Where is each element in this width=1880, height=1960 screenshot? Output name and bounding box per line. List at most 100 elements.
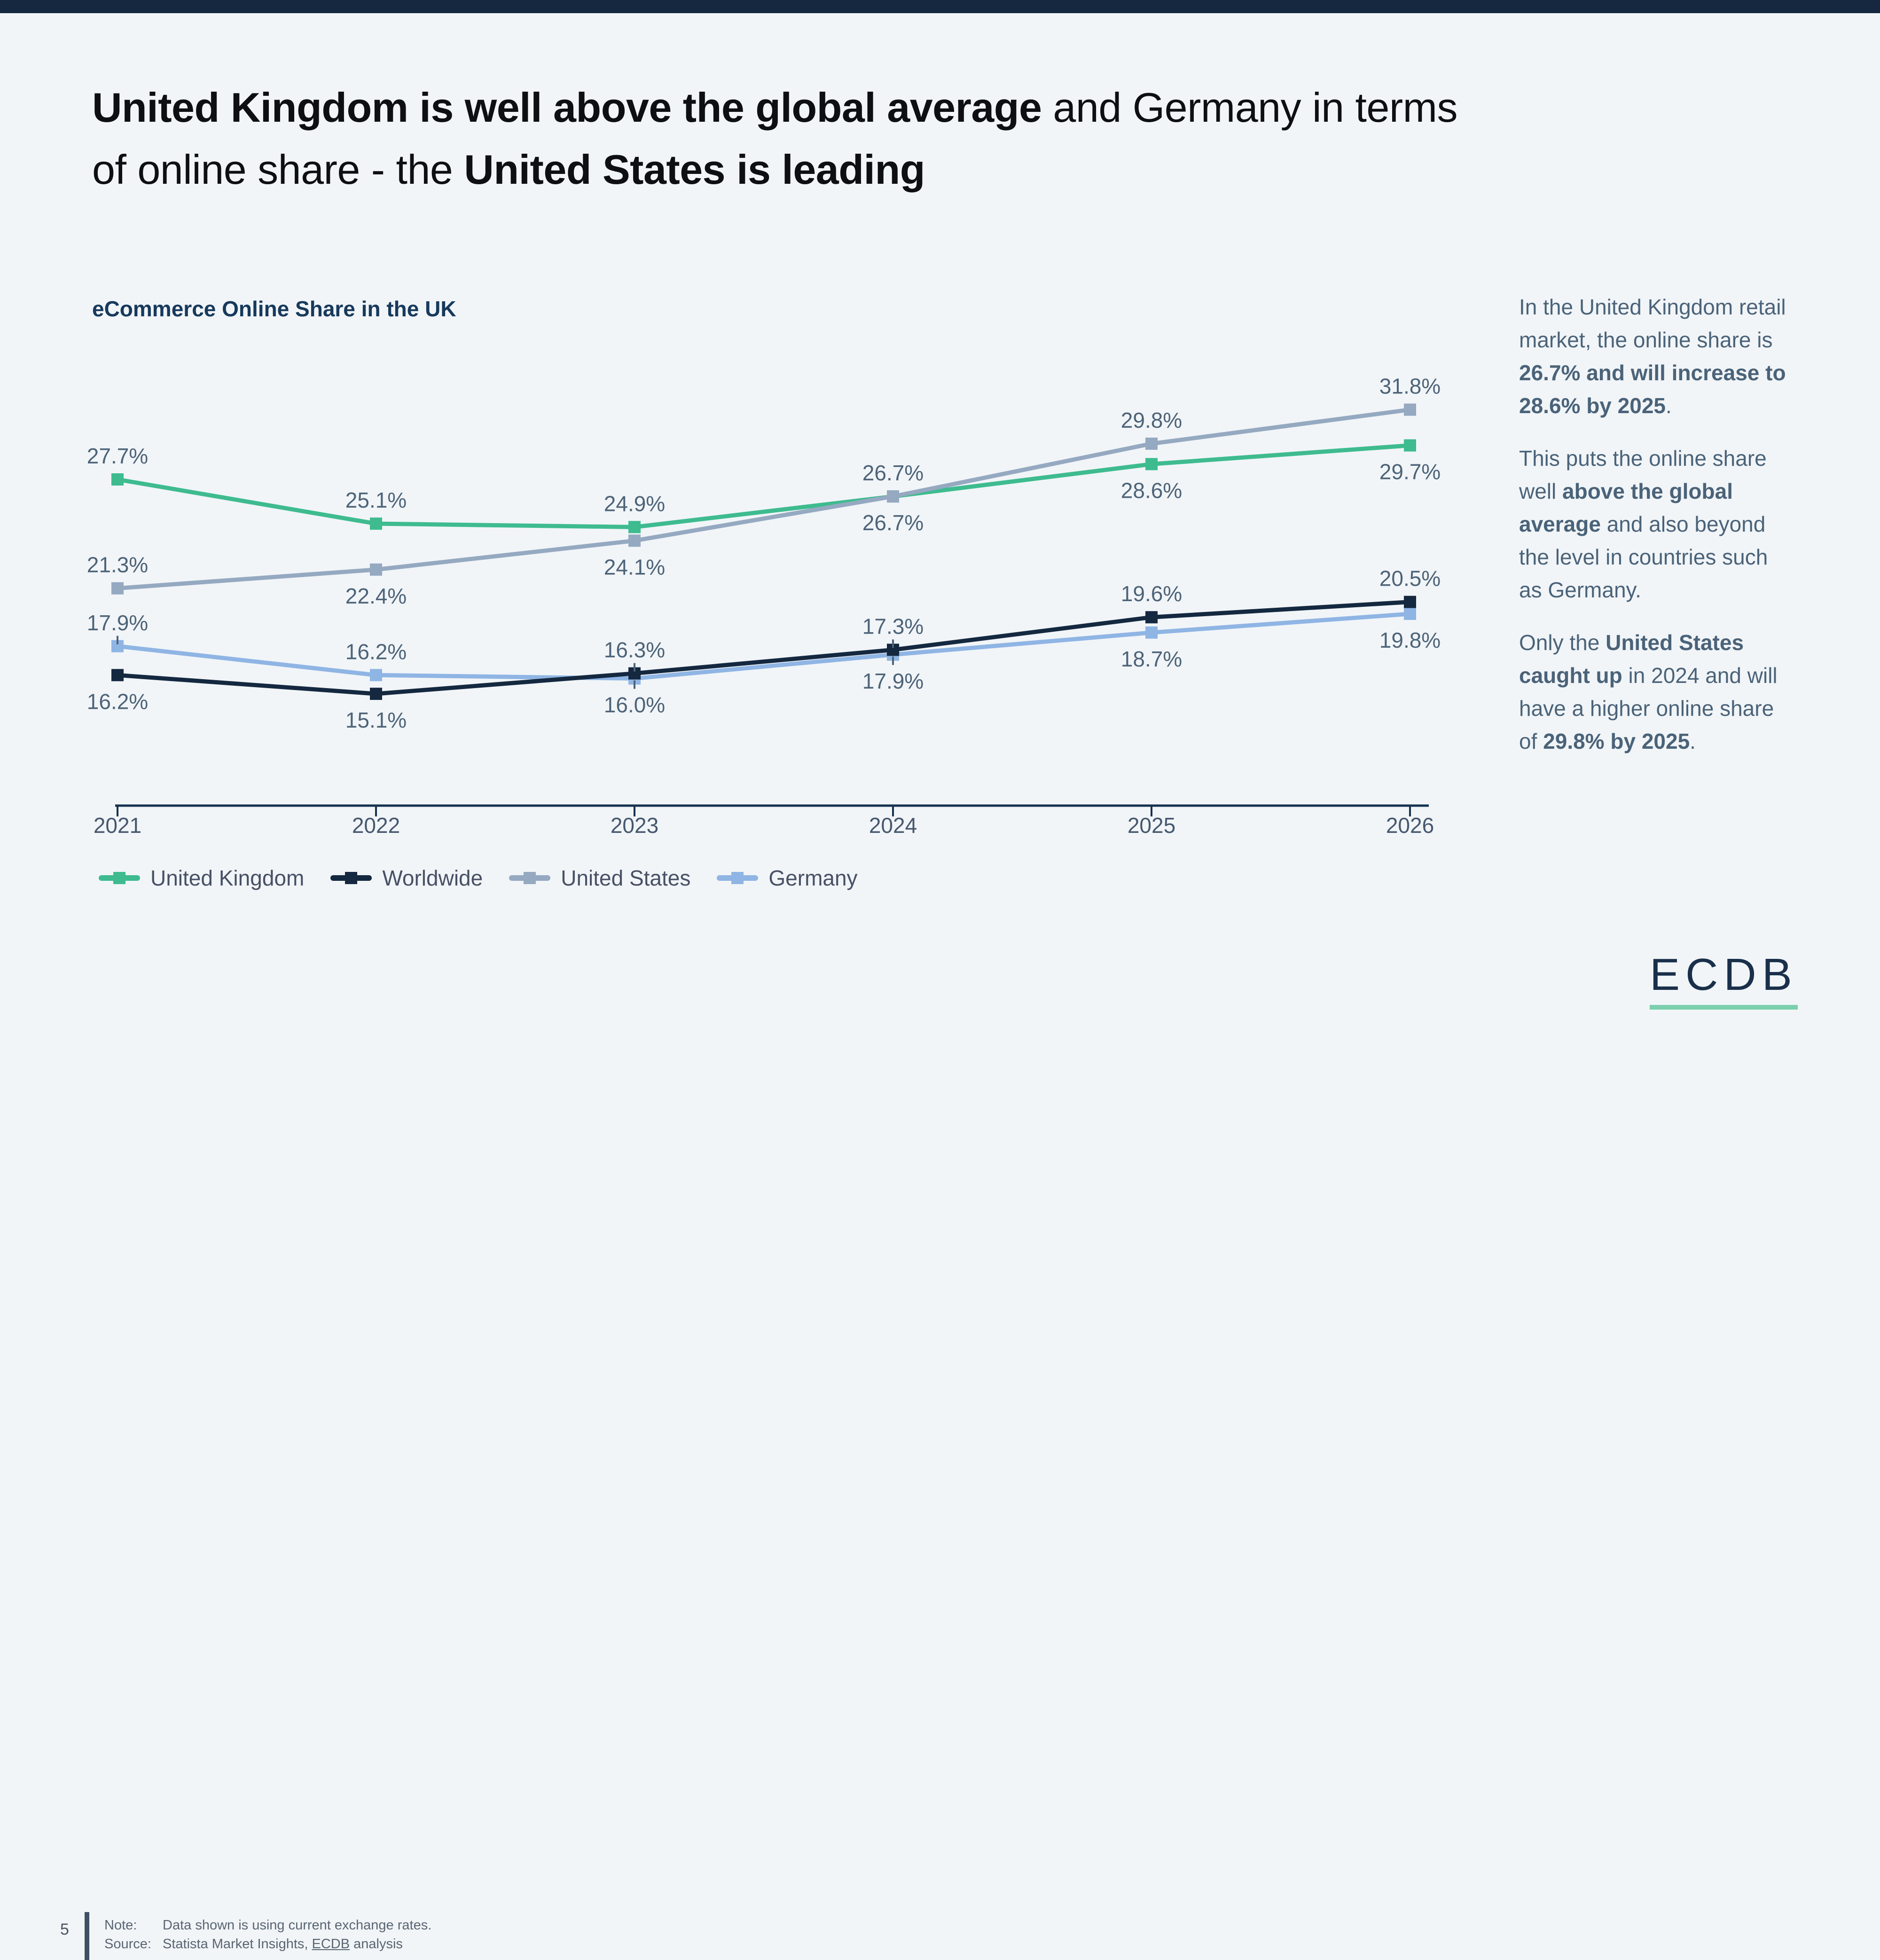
legend-marker-icon <box>717 872 759 884</box>
title-bold-segment: United Kingdom is well above the global … <box>92 84 1042 131</box>
insight-segment: and also beyond the level in countries s… <box>1519 512 1768 602</box>
data-label-united-kingdom-2022: 25.1% <box>345 488 407 512</box>
ecdb-logo-underline <box>1650 1005 1798 1010</box>
data-point-marker <box>887 648 899 661</box>
data-point-marker <box>1404 403 1416 416</box>
data-label-united-states-2025: 29.8% <box>1121 408 1182 432</box>
data-label-united-kingdom-2026: 29.7% <box>1379 460 1441 484</box>
data-label-united-states-2026: 31.8% <box>1379 374 1441 399</box>
title-bold-segment: United States is leading <box>464 146 925 193</box>
data-label-worldwide-2023: 16.3% <box>604 638 665 662</box>
data-point-marker <box>370 563 382 576</box>
x-axis-year-label: 2026 <box>1386 813 1434 838</box>
insight-segment: This puts the online share well <box>1519 446 1767 503</box>
source-row: Source: Statista Market Insights, ECDB a… <box>104 1935 431 1953</box>
data-point-marker <box>111 640 124 652</box>
legend-item-germany: Germany <box>717 865 858 891</box>
insight-paragraph: Only the United States caught up in 2024… <box>1519 626 1794 758</box>
x-axis: 2021 2022 2023 2024 2025 2026 <box>94 804 1434 838</box>
source-prefix: Statista Market Insights, <box>163 1936 312 1952</box>
data-point-marker <box>887 490 899 503</box>
data-label-united-states-2022: 22.4% <box>345 584 407 608</box>
x-axis-year-label: 2024 <box>869 813 917 838</box>
note-row: Note: Data shown is using current exchan… <box>104 1916 431 1935</box>
data-point-marker <box>1404 607 1416 620</box>
source-label: Source: <box>104 1936 151 1952</box>
data-label-worldwide-2024: 17.3% <box>862 614 924 638</box>
legend-item-united-states: United States <box>509 865 690 891</box>
page-number: 5 <box>60 1921 69 1938</box>
data-label-worldwide-2021: 16.2% <box>87 689 148 713</box>
data-label-worldwide-2025: 19.6% <box>1121 581 1182 606</box>
legend-marker-icon <box>330 872 372 884</box>
data-point-marker <box>1145 611 1158 624</box>
data-point-marker <box>628 534 641 547</box>
data-point-marker <box>111 582 124 595</box>
slide-title: United Kingdom is well above the global … <box>92 77 1822 201</box>
data-point-marker <box>111 669 124 682</box>
legend-label: United Kingdom <box>150 866 305 890</box>
data-label-germany-2026: 19.8% <box>1379 628 1441 652</box>
data-point-marker <box>1145 626 1158 639</box>
series-worldwide <box>111 596 1416 700</box>
data-point-marker <box>111 473 124 486</box>
data-point-marker <box>628 521 641 533</box>
footer-notes: Note: Data shown is using current exchan… <box>104 1916 431 1953</box>
insight-bold-segment: 29.8% by 2025 <box>1543 729 1690 753</box>
data-label-worldwide-2026: 20.5% <box>1379 566 1441 591</box>
data-point-marker <box>887 490 899 503</box>
note-label: Note: <box>104 1918 137 1933</box>
data-point-marker <box>1145 437 1158 450</box>
data-point-marker <box>628 667 641 680</box>
data-label-united-kingdom-2025: 28.6% <box>1121 478 1182 502</box>
source-ecdb-link[interactable]: ECDB <box>312 1936 350 1952</box>
legend-item-worldwide: Worldwide <box>330 865 483 891</box>
series-united-kingdom <box>111 439 1416 533</box>
series-united-states <box>111 403 1416 595</box>
insight-text-panel: In the United Kingdom retail market, the… <box>1519 290 1794 777</box>
data-point-marker <box>1404 439 1416 452</box>
footer-divider-bar <box>85 1912 89 1960</box>
data-point-marker <box>1145 458 1158 470</box>
legend-marker-icon <box>509 872 551 884</box>
data-label-germany-2021: 17.9% <box>87 611 148 635</box>
legend-label: United States <box>561 866 691 890</box>
insight-segment: . <box>1666 393 1672 418</box>
series-germany <box>111 607 1416 685</box>
legend-label: Worldwide <box>382 866 483 890</box>
insight-bold-segment: above the global average <box>1519 479 1733 536</box>
data-label-united-states-2021: 21.3% <box>87 553 148 577</box>
title-line: of online share - the United States is l… <box>92 139 1822 201</box>
data-point-marker <box>1404 596 1416 608</box>
data-point-marker <box>887 643 899 656</box>
x-axis-year-label: 2022 <box>352 813 400 838</box>
data-point-marker <box>370 669 382 682</box>
legend-item-united-kingdom: United Kingdom <box>99 865 304 891</box>
source-text: Statista Market Insights, ECDB analysis <box>163 1935 403 1953</box>
data-label-germany-2022: 16.2% <box>345 639 407 664</box>
data-label-worldwide-2022: 15.1% <box>345 708 407 732</box>
top-accent-bar <box>0 0 1880 13</box>
data-label-united-states-2024: 26.7% <box>862 461 924 485</box>
x-axis-year-label: 2021 <box>94 813 141 838</box>
insight-segment: Only the <box>1519 630 1606 655</box>
data-label-united-states-2023: 24.1% <box>604 555 665 579</box>
insight-bold-segment: 26.7% and will increase to 28.6% by 2025 <box>1519 361 1786 418</box>
data-label-united-kingdom-2021: 27.7% <box>87 444 148 468</box>
data-point-marker <box>370 688 382 700</box>
data-label-united-kingdom-2024: 26.7% <box>862 510 924 535</box>
data-label-germany-2024: 17.9% <box>862 669 924 693</box>
data-point-marker <box>370 517 382 530</box>
x-axis-year-label: 2025 <box>1128 813 1175 838</box>
data-label-germany-2025: 18.7% <box>1121 647 1182 671</box>
ecdb-logo-text: ECDB <box>1650 949 1798 1000</box>
insight-paragraph: In the United Kingdom retail market, the… <box>1519 290 1794 422</box>
insight-paragraph: This puts the online share well above th… <box>1519 442 1794 606</box>
data-point-marker <box>628 672 641 685</box>
title-segment: and Germany in terms <box>1042 84 1457 131</box>
data-label-united-kingdom-2023: 24.9% <box>604 491 665 516</box>
source-suffix: analysis <box>350 1936 403 1952</box>
data-label-germany-2023: 16.0% <box>604 693 665 717</box>
chart-title: eCommerce Online Share in the UK <box>92 297 456 321</box>
legend-label: Germany <box>768 866 858 890</box>
